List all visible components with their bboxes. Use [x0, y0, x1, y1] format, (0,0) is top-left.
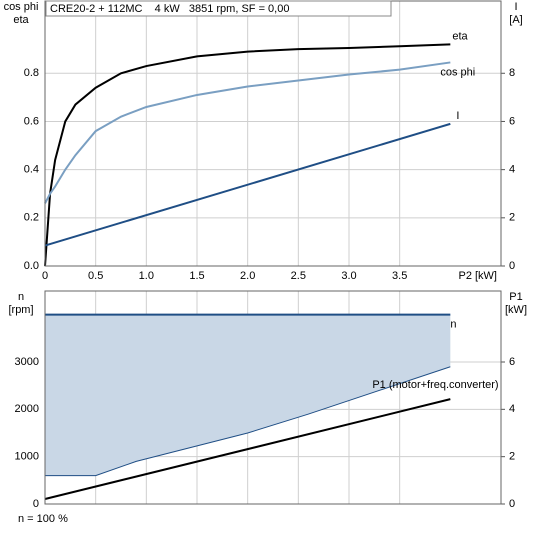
x-tick-label: 1.5 — [189, 270, 204, 282]
plot-area — [45, 1, 501, 266]
series-label: P1 (motor+freq.converter) — [372, 379, 498, 391]
y2-tick-label: 6 — [509, 356, 515, 368]
title-box — [45, 0, 392, 17]
x-tick-label: 0.5 — [88, 270, 103, 282]
y2-axis-label: I — [514, 1, 517, 13]
y-axis-label: cos phi — [4, 1, 39, 13]
y-axis-label: eta — [13, 14, 29, 26]
x-tick-label: 0 — [42, 270, 48, 282]
y-tick-label: 0.2 — [24, 212, 39, 224]
y2-axis-label: [A] — [509, 14, 522, 26]
x-axis-label: P2 [kW] — [458, 270, 497, 282]
y2-tick-label: 6 — [509, 115, 515, 127]
y-tick-label: 3000 — [15, 356, 39, 368]
y-tick-label: 0.0 — [24, 260, 39, 272]
area-edge — [45, 366, 451, 477]
series-label: eta — [452, 30, 468, 42]
y2-axis-label: [kW] — [505, 304, 527, 316]
line — [44, 398, 451, 501]
y-tick-label: 0 — [33, 498, 39, 510]
x-tick-label: 3.0 — [341, 270, 356, 282]
line — [44, 43, 451, 267]
x-tick-label: 1.0 — [139, 270, 154, 282]
y2-tick-label: 4 — [509, 403, 515, 415]
y-tick-label: 2000 — [15, 403, 39, 415]
y2-tick-label: 2 — [509, 212, 515, 224]
area — [45, 314, 451, 476]
plot-frame — [44, 290, 502, 505]
series-label: n — [450, 319, 456, 331]
y2-tick-label: 2 — [509, 451, 515, 463]
x-tick-label: 3.5 — [392, 270, 407, 282]
y-tick-label: 0.6 — [24, 115, 39, 127]
y2-tick-label: 0 — [509, 498, 515, 510]
y-axis-label: [rpm] — [8, 304, 33, 316]
y2-tick-label: 8 — [509, 67, 515, 79]
y2-tick-label: 0 — [509, 260, 515, 272]
y-axis-label: n — [18, 291, 24, 303]
y-tick-label: 1000 — [15, 451, 39, 463]
y-tick-label: 0.8 — [24, 67, 39, 79]
line — [44, 122, 451, 247]
chart-title: CRE20-2 + 112MC 4 kW 3851 rpm, SF = 0,00 — [50, 3, 289, 15]
y2-tick-label: 4 — [509, 164, 515, 176]
y-tick-label: 0.4 — [24, 164, 39, 176]
line — [44, 61, 451, 204]
note: n = 100 % — [18, 513, 68, 525]
series-label: I — [456, 110, 459, 122]
series-label: cos phi — [440, 66, 475, 78]
x-tick-label: 2.0 — [240, 270, 255, 282]
y2-axis-label: P1 — [509, 291, 522, 303]
x-tick-label: 2.5 — [291, 270, 306, 282]
